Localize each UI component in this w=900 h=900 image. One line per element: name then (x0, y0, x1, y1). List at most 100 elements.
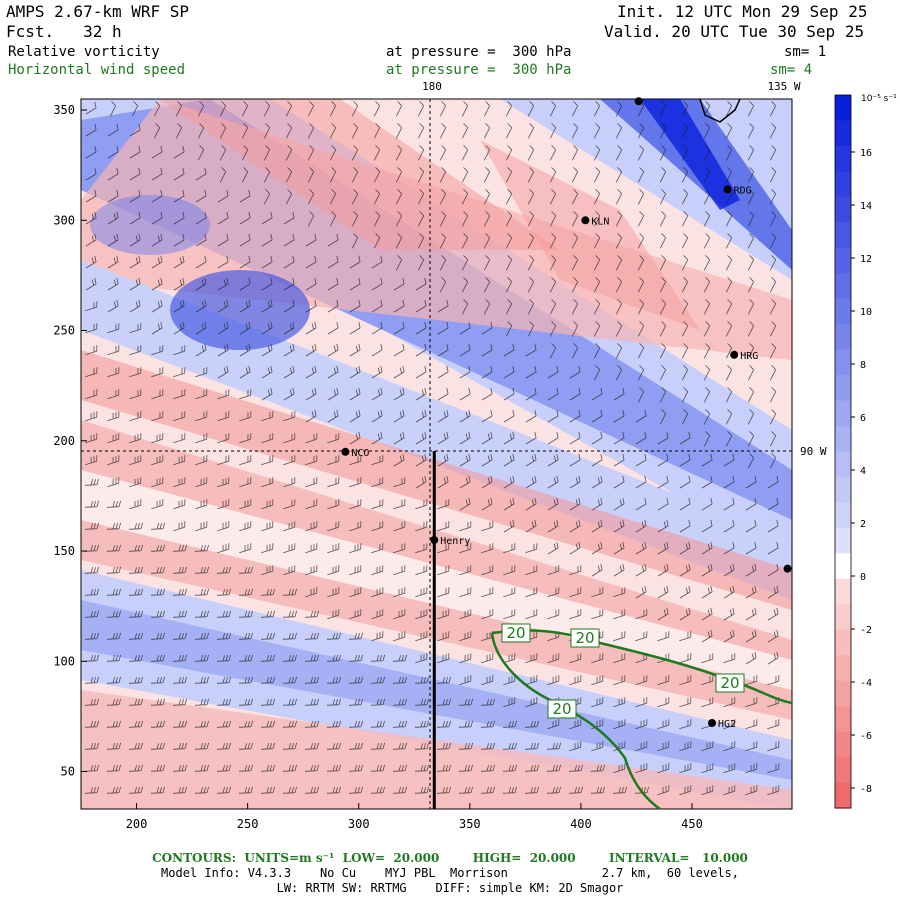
stations: RDG KLN HRG NCO Henry HG2 (341, 97, 792, 730)
contour-label-2: 20 (575, 629, 594, 647)
colorbar-segment (835, 273, 851, 300)
colorbar-segment (835, 426, 851, 453)
field1-name: Relative vorticity (8, 44, 160, 60)
colorbar-segment (835, 629, 851, 656)
colorbar-tick-label: 8 (860, 360, 866, 371)
plot-frame (80, 98, 793, 810)
y-tick-label: 200 (53, 434, 75, 448)
colorbar-segment (835, 655, 851, 682)
contour-info: CONTOURS: UNITS=m s⁻¹ LOW= 20.000 HIGH= … (152, 851, 748, 865)
forecast-hour: Fcst. 32 h (6, 22, 122, 41)
y-tick-label: 150 (53, 544, 75, 558)
colorbar-segment (835, 604, 851, 631)
colorbar-segment (835, 706, 851, 733)
colorbar-tick-label: 12 (860, 254, 872, 265)
station-label: RDG (734, 185, 752, 196)
x-tick-label: 400 (570, 817, 592, 831)
colorbar-tick-label: 0 (860, 572, 866, 583)
station-label: HRG (740, 351, 758, 362)
colorbar-segment (835, 171, 851, 198)
station-marker (723, 185, 732, 194)
colorbar-segment (835, 375, 851, 402)
colorbar-unit: 10⁻⁵ s⁻¹ (861, 94, 897, 104)
colorbar-segment (835, 782, 851, 809)
colorbar-tick-label: 6 (860, 413, 866, 424)
model-title: AMPS 2.67-km WRF SP (6, 2, 190, 21)
colorbar-tick-label: 4 (860, 466, 866, 477)
coastline (699, 98, 741, 123)
y-axis: 350 300 250 200 150 100 50 (53, 103, 87, 779)
contour-labels: 20 20 20 20 (501, 623, 745, 719)
contour-label-1: 20 (506, 624, 525, 642)
colorbar-frame (834, 94, 852, 809)
colorbar-segment (835, 349, 851, 376)
colorbar-tick-label: -8 (860, 784, 872, 795)
station-label: Henry (440, 536, 470, 547)
x-tick-label: 200 (126, 817, 148, 831)
colorbar-segment (835, 400, 851, 427)
field2-smooth: sm= 4 (770, 62, 813, 78)
station-label: HG2 (718, 719, 736, 730)
station-label: KLN (591, 216, 609, 227)
colorbar-tick-label: 16 (860, 148, 872, 159)
field1-smooth: sm= 1 (784, 44, 827, 60)
colorbar-segment (835, 120, 851, 147)
colorbar-segment (835, 553, 851, 580)
field1-level: at pressure = 300 hPa (386, 44, 572, 60)
station-marker (730, 350, 739, 359)
colorbar-segment (835, 757, 851, 784)
colorbar-segment (835, 247, 851, 274)
colorbar-segment (835, 95, 851, 122)
wind-barbs (84, 101, 780, 796)
station-marker (581, 216, 590, 225)
y-tick-label: 350 (53, 103, 75, 117)
y-tick-label: 300 (53, 213, 75, 227)
colorbar-segment (835, 145, 851, 172)
meridian-label-135w: 135 W (767, 80, 800, 93)
physics-info: LW: RRTM SW: RRTMG DIFF: simple KM: 2D S… (276, 881, 624, 895)
colorbar-segment (835, 578, 851, 605)
parallel-label-90w: 90 W (800, 445, 827, 458)
y-tick-label: 250 (53, 324, 75, 338)
x-tick-label: 350 (459, 817, 481, 831)
colorbar-segment (835, 298, 851, 325)
colorbar-tick-label: 10 (860, 307, 872, 318)
colorbar-tick-label: -6 (860, 731, 872, 742)
colorbar-tick-label: 14 (860, 201, 872, 212)
wind-barb-set (84, 101, 780, 796)
vorticity-field (81, 99, 792, 809)
wind-speed-contours (490, 629, 793, 811)
x-tick-label: 450 (681, 817, 703, 831)
colorbar-segment (835, 324, 851, 351)
colorbar-segment (835, 222, 851, 249)
field2-name: Horizontal wind speed (8, 62, 186, 78)
y-tick-label: 50 (61, 765, 75, 779)
model-info: Model Info: V4.3.3 No Cu MYJ PBL Morriso… (161, 866, 739, 880)
x-tick-label: 250 (237, 817, 259, 831)
station-marker (783, 564, 792, 573)
colorbar-segment (835, 502, 851, 529)
colorbar-tick-label: -4 (860, 678, 872, 689)
contour-label-3: 20 (720, 674, 739, 692)
colorbar-segment (835, 476, 851, 504)
colorbar-segment (835, 196, 851, 223)
station-marker (634, 97, 643, 106)
colorbar-segment (835, 731, 851, 758)
init-time: Init. 12 UTC Mon 29 Sep 25 (617, 2, 868, 21)
field2-level: at pressure = 300 hPa (386, 62, 572, 78)
colorbar-segment (835, 527, 851, 554)
colorbar-tick-label: 2 (860, 519, 866, 530)
x-tick-label: 300 (348, 817, 370, 831)
station-marker (341, 447, 350, 456)
x-axis: 200 250 300 350 400 450 (126, 803, 703, 831)
colorbar-tick-label: -2 (860, 625, 872, 636)
colorbar-segment (835, 680, 851, 707)
colorbar-segment (835, 451, 851, 478)
contour-label-4: 20 (552, 700, 571, 718)
station-marker (708, 719, 717, 728)
meridian-label-180: 180 (422, 80, 442, 93)
station-label: NCO (351, 448, 369, 459)
station-marker (430, 535, 439, 544)
y-tick-label: 100 (53, 654, 75, 668)
